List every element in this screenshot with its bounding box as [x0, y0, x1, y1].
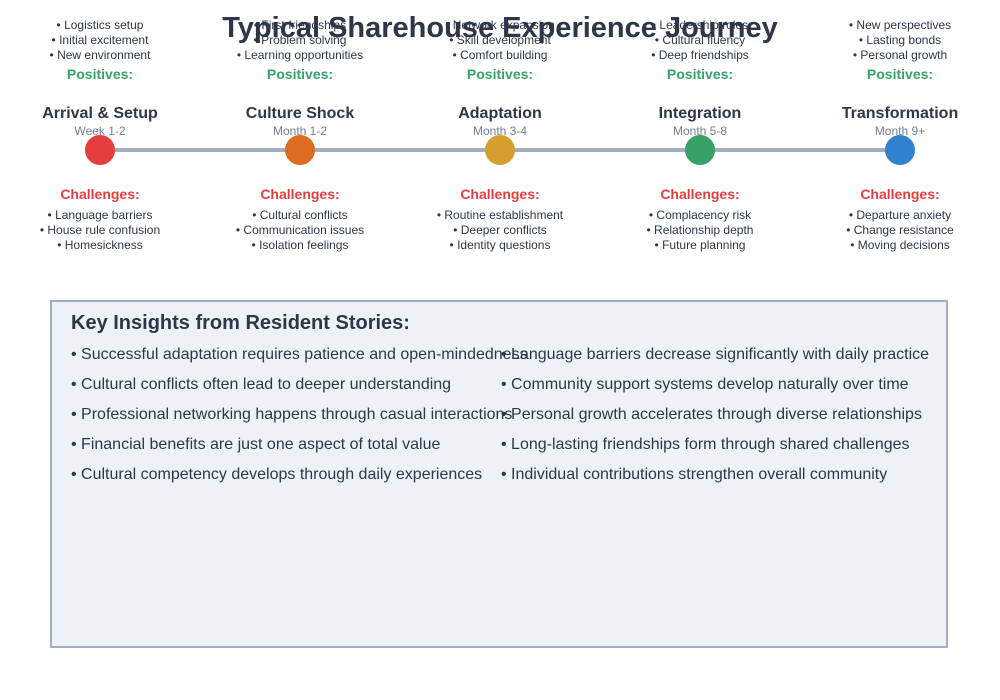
positives-list: • Logistics setup • Initial excitement • N… — [0, 18, 220, 63]
challenges-list: • Cultural conflicts • Communication issu… — [180, 208, 420, 253]
challenge-item: • Communication issues — [235, 223, 365, 237]
positives-label: Positives: — [266, 66, 334, 82]
positive-item: • Network expansion — [445, 18, 555, 32]
positive-item: • Learning opportunities — [236, 48, 364, 62]
positive-item: • Lasting bonds — [858, 33, 942, 47]
positives-list: • Leadership roles • Cultural fluency • De… — [580, 18, 820, 63]
positives-label: Positives: — [66, 66, 134, 82]
positive-item: • Cultural fluency — [654, 33, 746, 47]
challenges-list: • Complacency risk • Relationship depth • … — [580, 208, 820, 253]
positive-item: • New environment — [49, 48, 151, 62]
stage-name: Culture Shock — [245, 105, 355, 122]
stage-time: Month 1-2 — [272, 124, 328, 138]
challenges-label: Challenges: — [460, 186, 540, 202]
stage-time: Month 5-8 — [672, 124, 728, 138]
positive-item: • Problem solving — [253, 33, 347, 47]
insights-panel: Key Insights from Resident Stories: • Su… — [50, 300, 948, 648]
positive-item: • Leadership roles — [651, 18, 749, 32]
journey-stage: • Logistics setup • Initial excitement • N… — [0, 0, 200, 260]
insight-item: • Cultural conflicts often lead to deepe… — [71, 376, 452, 393]
positives-list: • New perspectives • Lasting bonds • Perso… — [780, 18, 1000, 63]
positive-item: • New perspectives — [848, 18, 952, 32]
challenge-item: • Language barriers — [47, 208, 153, 222]
challenge-item: • Homesickness — [57, 238, 143, 252]
insight-item: • Cultural competency develops through d… — [71, 466, 483, 483]
positive-item: • Personal growth — [852, 48, 948, 62]
positive-item: • Initial excitement — [51, 33, 149, 47]
journey-stage: • First friendships • Problem solving • Le… — [200, 0, 400, 260]
challenge-item: • House rule confusion — [39, 223, 161, 237]
challenges-label: Challenges: — [860, 186, 940, 202]
journey-stage: • New perspectives • Lasting bonds • Perso… — [800, 0, 1000, 260]
challenges-list: • Routine establishment • Deeper conflict… — [380, 208, 620, 253]
challenges-label: Challenges: — [660, 186, 740, 202]
positive-item: • Deep friendships — [651, 48, 749, 62]
insight-item: • Community support systems develop natu… — [501, 376, 909, 393]
insight-item: • Long-lasting friendships form through … — [501, 436, 910, 453]
stage-node — [685, 135, 715, 165]
positives-list: • First friendships • Problem solving • Le… — [180, 18, 420, 63]
challenge-item: • Future planning — [654, 238, 746, 252]
journey-stage: • Leadership roles • Cultural fluency • De… — [600, 0, 800, 260]
challenges-list: • Language barriers • House rule confusio… — [0, 208, 220, 253]
positive-item: • Logistics setup — [56, 18, 144, 32]
challenge-item: • Departure anxiety — [848, 208, 952, 222]
challenge-item: • Relationship depth — [646, 223, 754, 237]
insight-item: • Personal growth accelerates through di… — [501, 406, 922, 423]
challenge-item: • Isolation feelings — [251, 238, 349, 252]
stage-node — [85, 135, 115, 165]
challenges-label: Challenges: — [60, 186, 140, 202]
challenge-item: • Change resistance — [846, 223, 954, 237]
insight-item: • Successful adaptation requires patienc… — [71, 346, 528, 363]
challenge-item: • Routine establishment — [436, 208, 564, 222]
insight-item: • Individual contributions strengthen ov… — [501, 466, 888, 483]
stage-name: Adaptation — [458, 105, 542, 122]
positive-item: • First friendships — [253, 18, 347, 32]
stage-time: Month 3-4 — [472, 124, 528, 138]
journey-stage: • Network expansion • Skill development • … — [400, 0, 600, 260]
challenge-item: • Complacency risk — [648, 208, 752, 222]
insight-item: • Financial benefits are just one aspect… — [71, 436, 441, 453]
stage-time: Month 9+ — [874, 124, 926, 138]
stage-node — [485, 135, 515, 165]
stage-time: Week 1-2 — [74, 124, 126, 138]
challenge-item: • Moving decisions — [850, 238, 950, 252]
positive-item: • Comfort building — [452, 48, 548, 62]
stage-node — [885, 135, 915, 165]
stage-name: Transformation — [841, 105, 959, 122]
challenges-label: Challenges: — [260, 186, 340, 202]
stage-name: Integration — [658, 105, 742, 122]
insight-item: • Professional networking happens throug… — [71, 406, 513, 423]
stage-name: Arrival & Setup — [42, 105, 158, 122]
challenge-item: • Deeper conflicts — [453, 223, 547, 237]
challenge-item: • Identity questions — [449, 238, 551, 252]
stage-node — [285, 135, 315, 165]
challenge-item: • Cultural conflicts — [252, 208, 348, 222]
insight-item: • Language barriers decrease significant… — [501, 346, 930, 363]
insights-title: Key Insights from Resident Stories: — [71, 312, 410, 334]
positives-label: Positives: — [866, 66, 934, 82]
page-title: Typical Sharehouse Experience Journey — [222, 12, 778, 44]
positive-item: • Skill development — [449, 33, 551, 47]
challenges-list: • Departure anxiety • Change resistance • … — [780, 208, 1000, 253]
positives-label: Positives: — [666, 66, 734, 82]
positives-label: Positives: — [466, 66, 534, 82]
positives-list: • Network expansion • Skill development • … — [380, 18, 620, 63]
